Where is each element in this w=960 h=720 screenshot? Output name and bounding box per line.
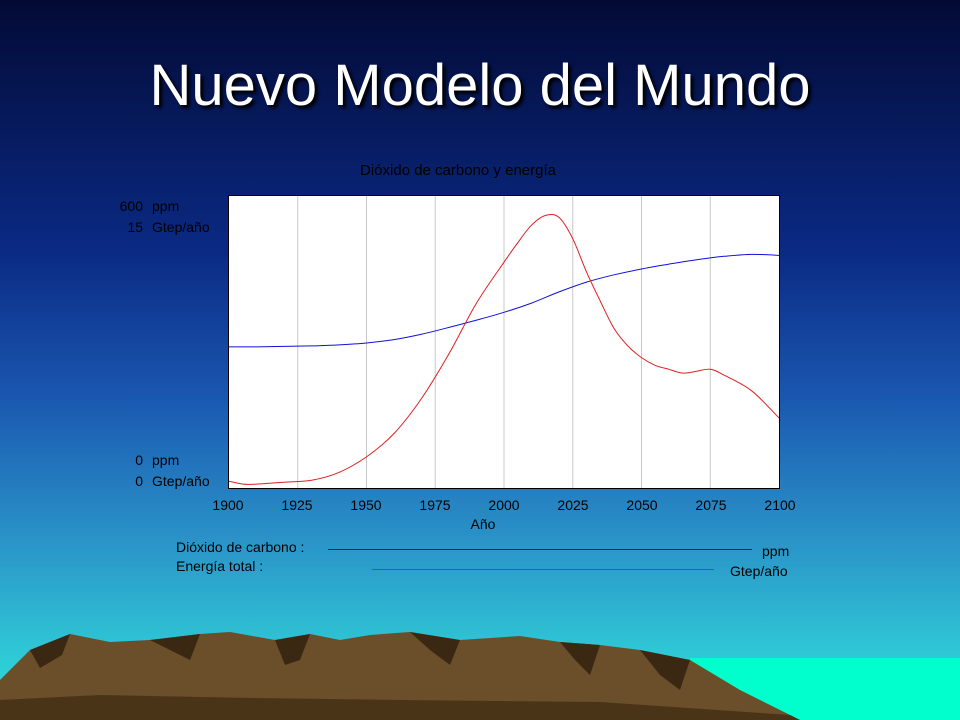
x-tick-label: 2075	[695, 497, 727, 513]
x-tick-label: 1925	[281, 497, 313, 513]
x-tick-label: 2025	[557, 497, 589, 513]
y-axis-top-unit-energy: Gtep/año	[152, 219, 210, 235]
x-tick-label: 2050	[626, 497, 658, 513]
chart-title: Dióxido de carbono y energía	[360, 162, 556, 179]
legend-unit-co2: ppm	[762, 543, 790, 559]
legend-label-energy: Energía total :	[176, 558, 264, 574]
legend-unit-energy: Gtep/año	[730, 563, 788, 579]
y-axis-bottom-unit-energy: Gtep/año	[152, 473, 210, 489]
y-axis-top-value-co2: 600	[119, 198, 143, 214]
legend-line-energy	[372, 569, 714, 570]
legend-label-co2: Dióxido de carbono :	[176, 539, 305, 555]
x-tick-label: 2100	[764, 497, 796, 513]
x-tick-label: 1975	[419, 497, 451, 513]
x-tick-label: 1900	[212, 497, 244, 513]
co2-series-line	[229, 253, 779, 348]
chart-svg	[229, 196, 779, 488]
energy-series-line	[229, 214, 779, 485]
plot-area	[228, 195, 780, 489]
mountain-range-illustration	[0, 632, 800, 720]
slide-title: Nuevo Modelo del Mundo	[149, 53, 811, 118]
legend-line-co2	[328, 549, 752, 550]
y-axis-bottom-value-energy: 0	[135, 473, 143, 489]
y-axis-top-unit-co2: ppm	[152, 198, 180, 214]
x-tick-label: 2000	[488, 497, 520, 513]
x-axis-label: Año	[470, 516, 496, 532]
x-tick-label: 1950	[350, 497, 382, 513]
y-axis-bottom-value-co2: 0	[135, 452, 143, 468]
y-axis-top-value-energy: 15	[127, 219, 143, 235]
y-axis-bottom-unit-co2: ppm	[152, 452, 180, 468]
